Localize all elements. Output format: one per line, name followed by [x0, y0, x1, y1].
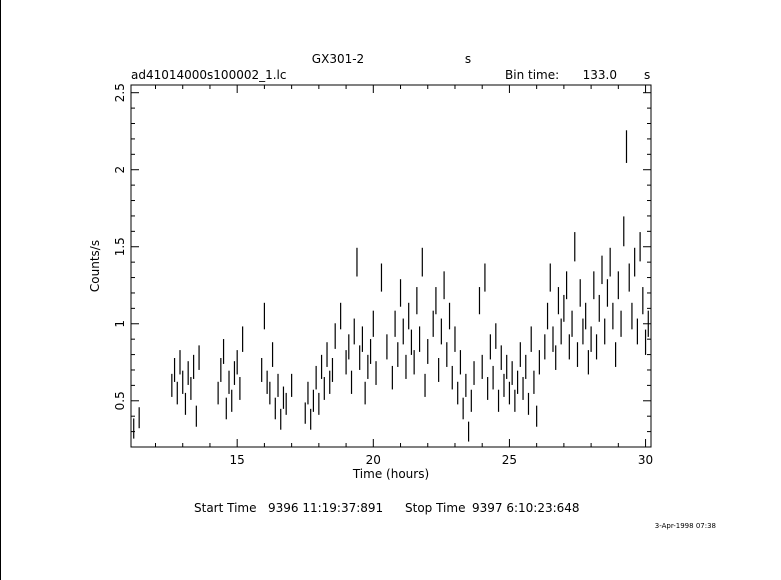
x-tick-label: 20	[366, 453, 381, 467]
x-tick-label: 30	[638, 453, 653, 467]
chart-title-suffix: s	[465, 52, 471, 66]
bin-time-label: Bin time:	[505, 68, 559, 82]
data-points	[133, 130, 649, 442]
bin-time-value: 133.0	[583, 68, 617, 82]
stop-time-value: 9397 6:10:23:648	[472, 501, 580, 515]
plot-date-stamp: 3-Apr-1998 07:38	[655, 522, 716, 530]
start-time-label: Start Time	[194, 501, 257, 515]
y-tick-label: 0.5	[113, 391, 127, 410]
axis-ticks	[131, 85, 651, 448]
window-left-edge	[0, 0, 1, 580]
file-name: ad41014000s100002_1.lc	[131, 68, 287, 82]
y-tick-label: 1.5	[113, 237, 127, 256]
bin-time-unit: s	[644, 68, 650, 82]
x-axis-label: Time (hours)	[352, 467, 429, 481]
x-tick-label: 15	[230, 453, 245, 467]
y-axis-label: Counts/s	[88, 240, 102, 292]
chart-title: GX301-2	[312, 52, 364, 66]
y-tick-label: 1	[113, 320, 127, 328]
start-time-value: 9396 11:19:37:891	[268, 501, 383, 515]
axis-tick-labels: 15 20 25 30 0.5 1 1.5 2 2.5	[113, 83, 653, 467]
y-tick-label: 2.5	[113, 83, 127, 102]
plot-frame	[130, 84, 652, 448]
y-tick-label: 2	[113, 166, 127, 174]
stop-time-label: Stop Time	[405, 501, 465, 515]
x-tick-label: 25	[502, 453, 517, 467]
